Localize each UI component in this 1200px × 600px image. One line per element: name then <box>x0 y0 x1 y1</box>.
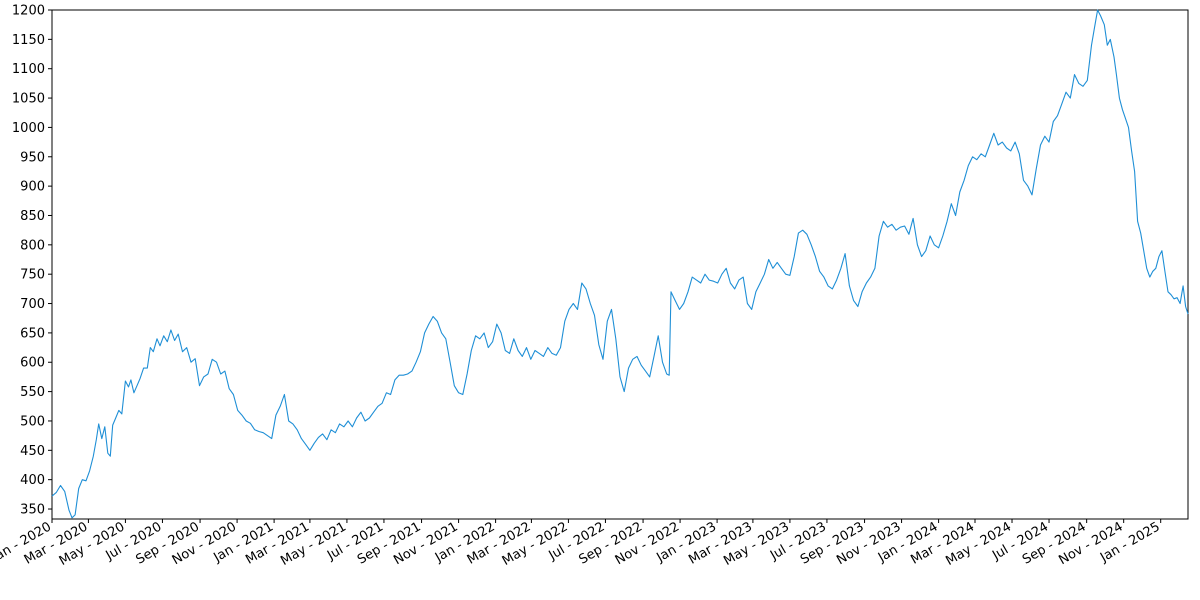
y-tick-label: 500 <box>20 414 45 429</box>
y-tick-label: 850 <box>20 209 45 224</box>
y-tick-label: 900 <box>20 180 45 195</box>
series-line <box>51 9 1189 519</box>
y-tick-label: 650 <box>20 326 45 341</box>
y-axis: 350 400 450 500 550 600 650 700 750 800 850 900 950 1… <box>12 4 52 518</box>
y-tick-label: 1000 <box>12 121 45 136</box>
y-tick-label: 600 <box>20 356 45 371</box>
y-tick-label: 1050 <box>12 92 45 107</box>
y-tick-label: 800 <box>20 238 45 253</box>
y-tick-label: 350 <box>20 503 45 518</box>
y-tick-label: 450 <box>20 444 45 459</box>
plot-area <box>51 9 1189 520</box>
y-tick-label: 950 <box>20 150 45 165</box>
y-tick-label: 750 <box>20 268 45 283</box>
series-layer <box>51 9 1189 519</box>
y-tick-label: 700 <box>20 297 45 312</box>
y-tick-label: 1200 <box>12 4 45 19</box>
y-tick-label: 400 <box>20 473 45 488</box>
y-tick-label: 1100 <box>12 62 45 77</box>
y-tick-label: 550 <box>20 385 45 400</box>
y-tick-label: 1150 <box>12 33 45 48</box>
